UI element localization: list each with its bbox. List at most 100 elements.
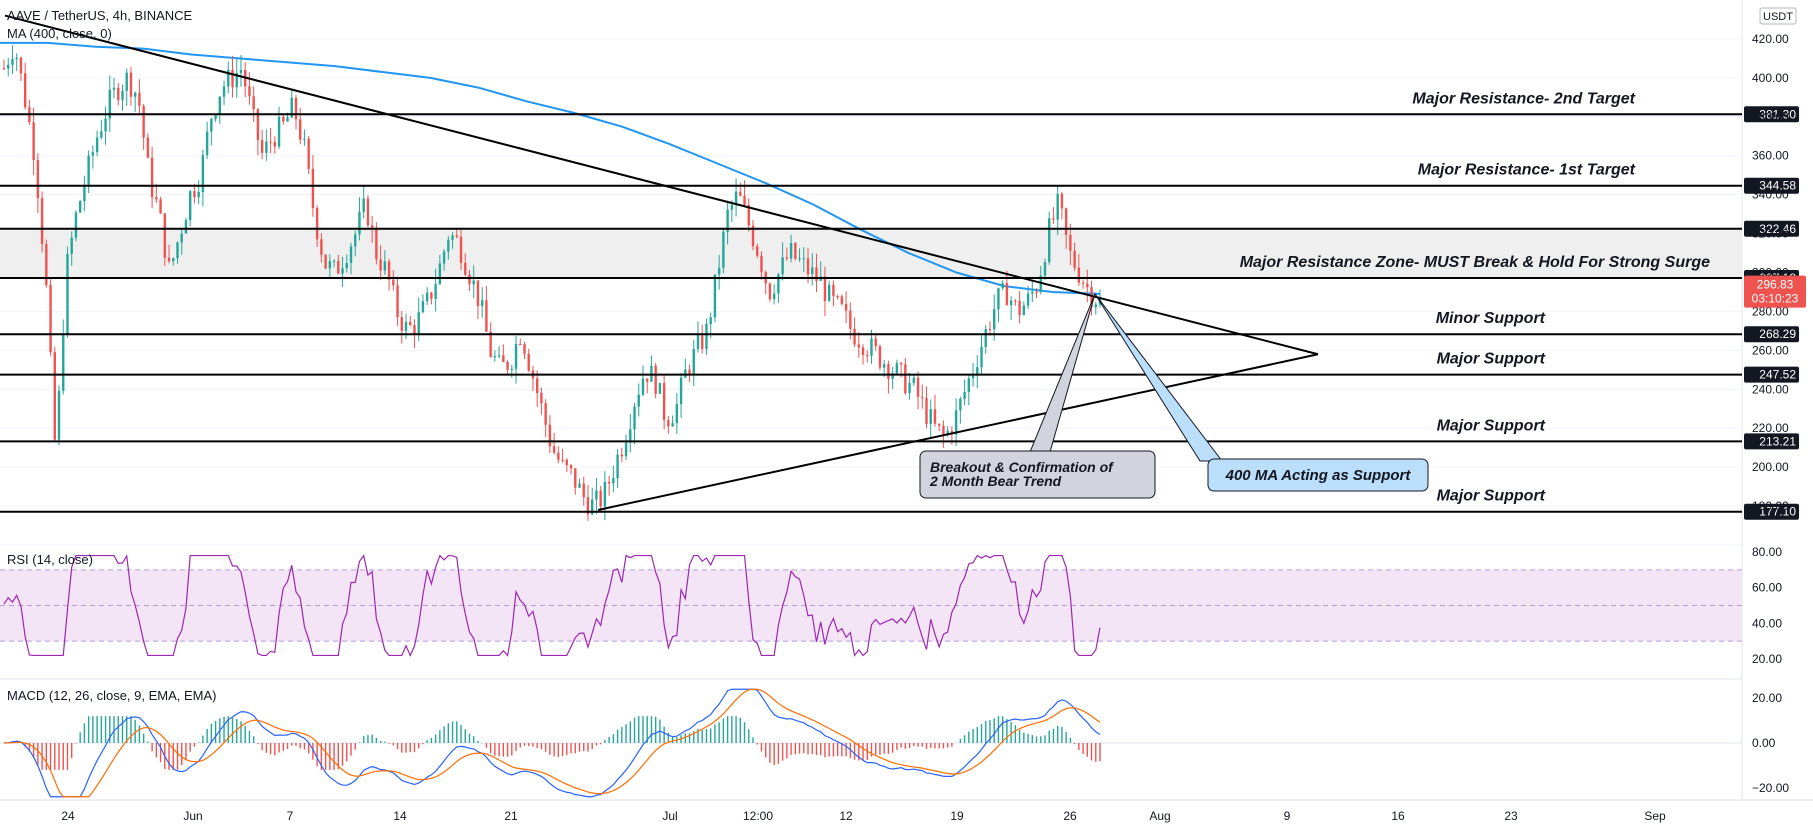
candle-body xyxy=(53,352,56,440)
candle-body xyxy=(286,117,289,122)
time-axis[interactable]: 24 Jun 7 14 21 Jul 12:00 12 19 26 Aug 9 16 23 Sep xyxy=(61,809,1666,823)
candle-body xyxy=(557,452,560,460)
candle-body xyxy=(32,122,35,161)
candle-body xyxy=(696,335,700,349)
level-note: Major Support xyxy=(1437,417,1546,434)
candle-body xyxy=(497,355,501,357)
level-note: Major Resistance Zone- MUST Break & Hold… xyxy=(1240,254,1710,271)
candle-body xyxy=(40,198,44,244)
candle-body xyxy=(540,393,543,404)
macd-tick: −20.00 xyxy=(1752,781,1789,795)
candle-body xyxy=(527,353,530,371)
candle-body xyxy=(760,255,763,273)
level-note: Major Support xyxy=(1437,351,1546,368)
level-badge xyxy=(1744,177,1799,194)
level-badge xyxy=(1744,106,1799,123)
price-tick: 400.00 xyxy=(1752,71,1789,85)
candle-body xyxy=(311,168,315,208)
candle-body xyxy=(210,119,213,132)
candle-body xyxy=(307,138,310,169)
time-tick: 21 xyxy=(504,809,518,823)
time-tick: Jun xyxy=(183,809,202,823)
candle-body xyxy=(988,329,992,331)
current-price-label: 296.83 xyxy=(1757,278,1794,292)
candle-body xyxy=(726,209,729,232)
candle-body xyxy=(125,72,128,91)
candle-body xyxy=(794,243,797,259)
candle-body xyxy=(379,259,382,271)
candle-body xyxy=(248,86,251,97)
candle-body xyxy=(612,478,615,484)
candle-body xyxy=(315,207,319,240)
time-tick: 24 xyxy=(61,809,75,823)
candle-body xyxy=(222,86,226,97)
price-tick: 180.00 xyxy=(1752,499,1789,513)
candle-body xyxy=(1060,193,1064,209)
candle-body xyxy=(1039,275,1042,293)
candle-body xyxy=(57,390,61,440)
candle-body xyxy=(701,335,704,349)
currency-label: USDT xyxy=(1763,11,1793,23)
candle-body xyxy=(641,378,645,395)
candle-body xyxy=(620,454,624,457)
candle-body xyxy=(853,328,856,345)
price-tick: 220.00 xyxy=(1752,421,1789,435)
rsi-tick: 60.00 xyxy=(1752,581,1782,595)
candle-body xyxy=(413,325,416,334)
candle-body xyxy=(798,258,801,260)
candle-body xyxy=(392,279,395,286)
candle-body xyxy=(667,419,670,427)
candle-body xyxy=(36,160,40,199)
candle-body xyxy=(857,344,860,348)
candle-body xyxy=(197,191,200,198)
candle-body xyxy=(476,280,480,307)
candle-body xyxy=(354,234,357,247)
candle-body xyxy=(239,70,243,73)
ascending-trendline xyxy=(597,353,1319,511)
resistance-zone-band xyxy=(0,228,1742,278)
candle-body xyxy=(578,483,581,488)
candle-body xyxy=(519,343,522,345)
breakout-callout-line1: Breakout & Confirmation of xyxy=(930,459,1114,475)
ma-callout-box xyxy=(1207,458,1429,492)
candle-body xyxy=(15,57,18,59)
candles-group xyxy=(2,45,1102,521)
candle-body xyxy=(827,284,831,301)
candle-body xyxy=(895,363,899,374)
macd-tick: 20.00 xyxy=(1752,691,1782,705)
candle-body xyxy=(78,201,82,213)
candle-body xyxy=(1014,300,1017,302)
candle-body xyxy=(591,499,594,515)
candle-body xyxy=(332,260,336,262)
level-note: Minor Support xyxy=(1436,310,1546,327)
macd-title: MACD (12, 26, close, 9, EMA, EMA) xyxy=(7,688,217,703)
price-axis[interactable]: 381.30344.58322.46297.18268.29247.52213.… xyxy=(1744,7,1806,795)
candle-body xyxy=(83,186,86,202)
candle-body xyxy=(506,362,509,370)
candle-body xyxy=(282,117,285,122)
candle-body xyxy=(91,152,95,156)
level-note: Major Resistance- 1st Target xyxy=(1418,162,1636,179)
candle-body xyxy=(1001,283,1004,289)
candle-body xyxy=(603,481,607,507)
candle-body xyxy=(561,459,564,461)
candle-body xyxy=(218,96,222,115)
candle-body xyxy=(299,119,302,140)
candle-body xyxy=(434,284,437,299)
candle-body xyxy=(167,257,171,262)
candle-body xyxy=(523,344,526,354)
candle-body xyxy=(383,261,387,271)
level-badge xyxy=(1744,503,1799,520)
candle-body xyxy=(874,338,877,347)
time-tick: 7 xyxy=(287,809,294,823)
resistance-zone xyxy=(0,228,1742,278)
price-tick: 360.00 xyxy=(1752,149,1789,163)
candle-body xyxy=(785,257,789,259)
time-tick: 14 xyxy=(393,809,407,823)
candle-body xyxy=(997,288,1000,310)
candle-body xyxy=(74,212,78,238)
time-tick: 16 xyxy=(1391,809,1405,823)
candle-body xyxy=(370,225,374,228)
candle-body xyxy=(95,137,99,153)
